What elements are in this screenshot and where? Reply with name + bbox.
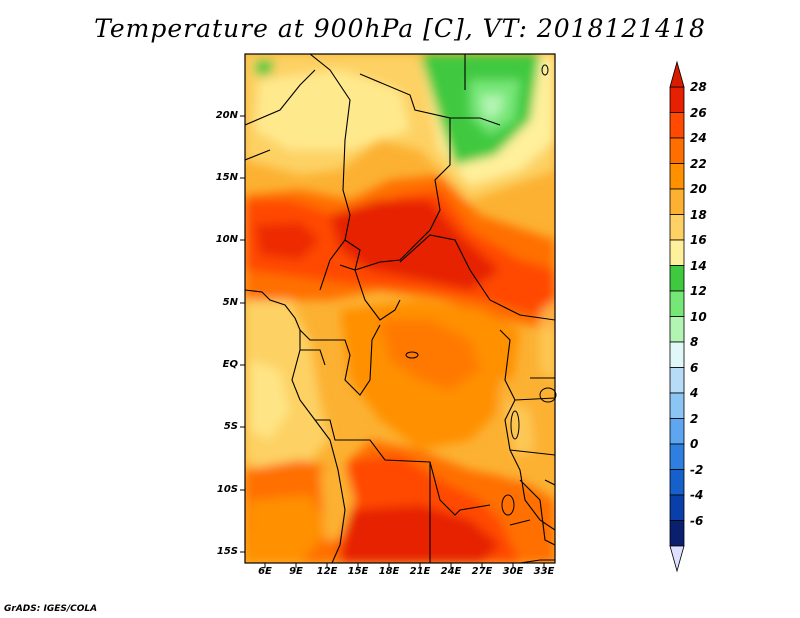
colorbar-label-4: 4: [690, 386, 699, 400]
colorbar-label-24: 24: [690, 131, 707, 145]
colorbar-label-minus6: -6: [690, 514, 704, 528]
colorbar-swatch: [669, 367, 685, 394]
colorbar-label-6: 6: [690, 361, 699, 375]
colorbar-label-18: 18: [690, 208, 707, 222]
credit-text: GrADS: IGES/COLA: [4, 604, 98, 614]
colorbar-label-22: 22: [690, 157, 707, 171]
colorbar-swatch: [669, 214, 685, 241]
lat-label-10s: 10S: [216, 484, 238, 495]
lon-label-33e: 33E: [533, 566, 555, 577]
map-title: Temperature at 900hPa [C], VT: 201812141…: [94, 14, 706, 43]
lat-label-5n: 5N: [222, 297, 238, 308]
colorbar-label-10: 10: [690, 310, 707, 324]
lon-label-27e: 27E: [471, 566, 493, 577]
lon-label-24e: 24E: [440, 566, 462, 577]
colorbar-swatch: [669, 494, 685, 521]
colorbar-swatch: [669, 341, 685, 368]
colorbar-swatch: [669, 392, 685, 419]
lon-label-6e: 6E: [258, 566, 272, 577]
colorbar-label-minus2: -2: [690, 463, 704, 477]
colorbar-swatch: [669, 239, 685, 266]
lat-label-eq: EQ: [222, 359, 238, 370]
temperature-field: [245, 54, 555, 563]
country-borders: [245, 54, 555, 563]
colorbar: [669, 60, 685, 573]
colorbar-arrow-low: [669, 545, 685, 573]
colorbar-label-12: 12: [690, 284, 707, 298]
lakes: [405, 64, 557, 516]
colorbar-label-minus4: -4: [690, 488, 704, 502]
colorbar-swatch: [669, 469, 685, 496]
colorbar-swatch: [669, 137, 685, 164]
colorbar-swatch: [669, 290, 685, 317]
lon-label-30e: 30E: [502, 566, 524, 577]
colorbar-swatch: [669, 188, 685, 215]
lon-label-12e: 12E: [316, 566, 338, 577]
colorbar-swatch: [669, 112, 685, 139]
colorbar-arrow-high: [669, 60, 685, 88]
colorbar-label-14: 14: [690, 259, 707, 273]
lat-label-15n: 15N: [215, 172, 238, 183]
colorbar-swatch: [669, 443, 685, 470]
lat-label-5s: 5S: [223, 421, 238, 432]
colorbar-label-20: 20: [690, 182, 707, 196]
colorbar-label-26: 26: [690, 106, 707, 120]
lat-label-10n: 10N: [215, 234, 238, 245]
colorbar-label-2: 2: [690, 412, 699, 426]
colorbar-label-8: 8: [690, 335, 699, 349]
lon-label-18e: 18E: [378, 566, 400, 577]
map-frame: [244, 53, 556, 564]
lat-label-15s: 15S: [216, 546, 238, 557]
colorbar-swatch: [669, 265, 685, 292]
colorbar-swatch: [669, 316, 685, 343]
colorbar-swatch: [669, 520, 685, 547]
colorbar-label-28: 28: [690, 80, 707, 94]
lat-label-20n: 20N: [215, 110, 238, 121]
colorbar-swatch: [669, 86, 685, 113]
colorbar-swatch: [669, 418, 685, 445]
colorbar-swatch: [669, 163, 685, 190]
colorbar-label-0: 0: [690, 437, 699, 451]
axis-ticks: [240, 115, 545, 568]
lon-label-9e: 9E: [289, 566, 303, 577]
lon-label-15e: 15E: [347, 566, 369, 577]
lon-label-21e: 21E: [409, 566, 431, 577]
colorbar-label-16: 16: [690, 233, 707, 247]
